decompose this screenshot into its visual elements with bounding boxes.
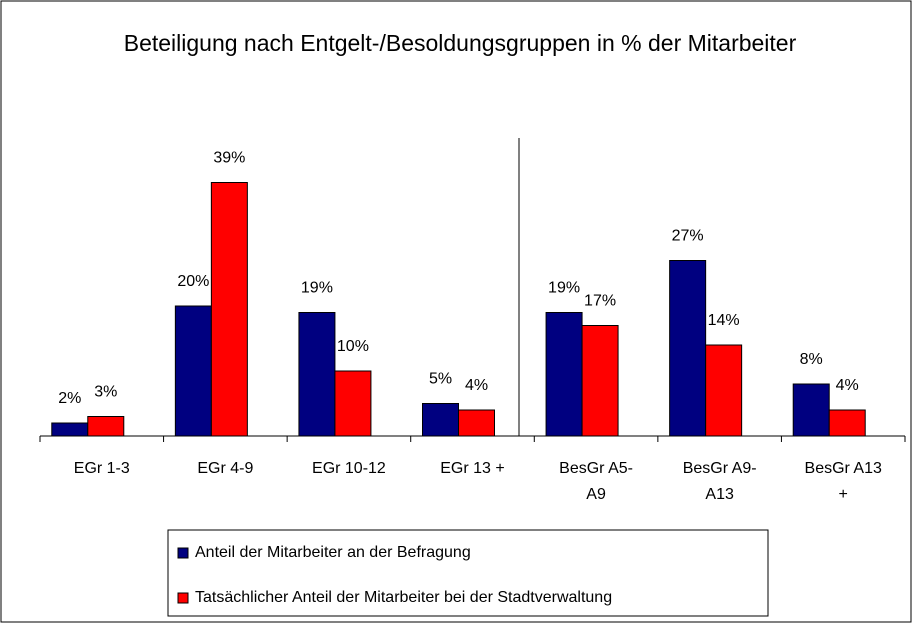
data-label: 10% (337, 338, 369, 355)
x-tick-label: BesGr A5-A9 (559, 460, 633, 503)
bar (581, 325, 619, 437)
bar (87, 416, 125, 437)
data-label: 8% (800, 351, 823, 368)
bar (828, 409, 866, 437)
x-label-box: BesGr A13 + (804, 460, 882, 503)
x-label-box: EGr 4-9 (197, 460, 254, 477)
bar (298, 312, 336, 437)
legend-swatch (177, 592, 189, 604)
x-tick-label: EGr 10-12 (312, 460, 386, 477)
x-label-box: EGr 13 + (440, 460, 505, 477)
x-tick-label: EGr 1-3 (73, 460, 130, 477)
legend-swatch (177, 547, 189, 559)
bar (334, 370, 372, 437)
bar (792, 383, 830, 437)
x-tick-label: EGr 13 + (440, 460, 505, 477)
chart-title: Beteiligung nach Entgelt-/Besoldungsgrup… (123, 30, 797, 56)
bar (545, 312, 583, 437)
bar (669, 260, 707, 437)
data-label: 4% (465, 377, 488, 394)
data-label: 14% (708, 312, 740, 329)
data-label: 5% (429, 371, 452, 388)
data-label: 20% (177, 273, 209, 290)
bar (422, 403, 459, 437)
data-label: 3% (94, 384, 117, 401)
title-box: Beteiligung nach Entgelt-/Besoldungsgrup… (123, 30, 797, 56)
legend (167, 529, 769, 617)
bar (458, 409, 495, 437)
legend-label: Anteil der Mitarbeiter an der Befragung (195, 544, 471, 561)
data-label: 39% (213, 150, 245, 167)
data-label: 4% (836, 377, 859, 394)
x-tick-label: BesGr A9-A13 (682, 460, 757, 503)
bar (174, 305, 212, 437)
x-tick-label: BesGr A13 + (804, 460, 882, 503)
bar (51, 422, 89, 437)
x-label-box: BesGr A5-A9 (559, 460, 633, 503)
x-label-box: EGr 1-3 (73, 460, 130, 477)
data-label: 19% (301, 280, 333, 297)
data-label: 19% (548, 280, 580, 297)
x-tick-label: EGr 4-9 (197, 460, 254, 477)
x-label-box: EGr 10-12 (312, 460, 386, 477)
bar (705, 344, 743, 437)
legend-label: Tatsächlicher Anteil der Mitarbeiter bei… (195, 589, 612, 606)
bar (210, 182, 248, 437)
data-label: 27% (672, 228, 704, 245)
data-label: 2% (58, 390, 81, 407)
data-label: 17% (584, 293, 616, 310)
x-label-box: BesGr A9-A13 (682, 460, 757, 503)
